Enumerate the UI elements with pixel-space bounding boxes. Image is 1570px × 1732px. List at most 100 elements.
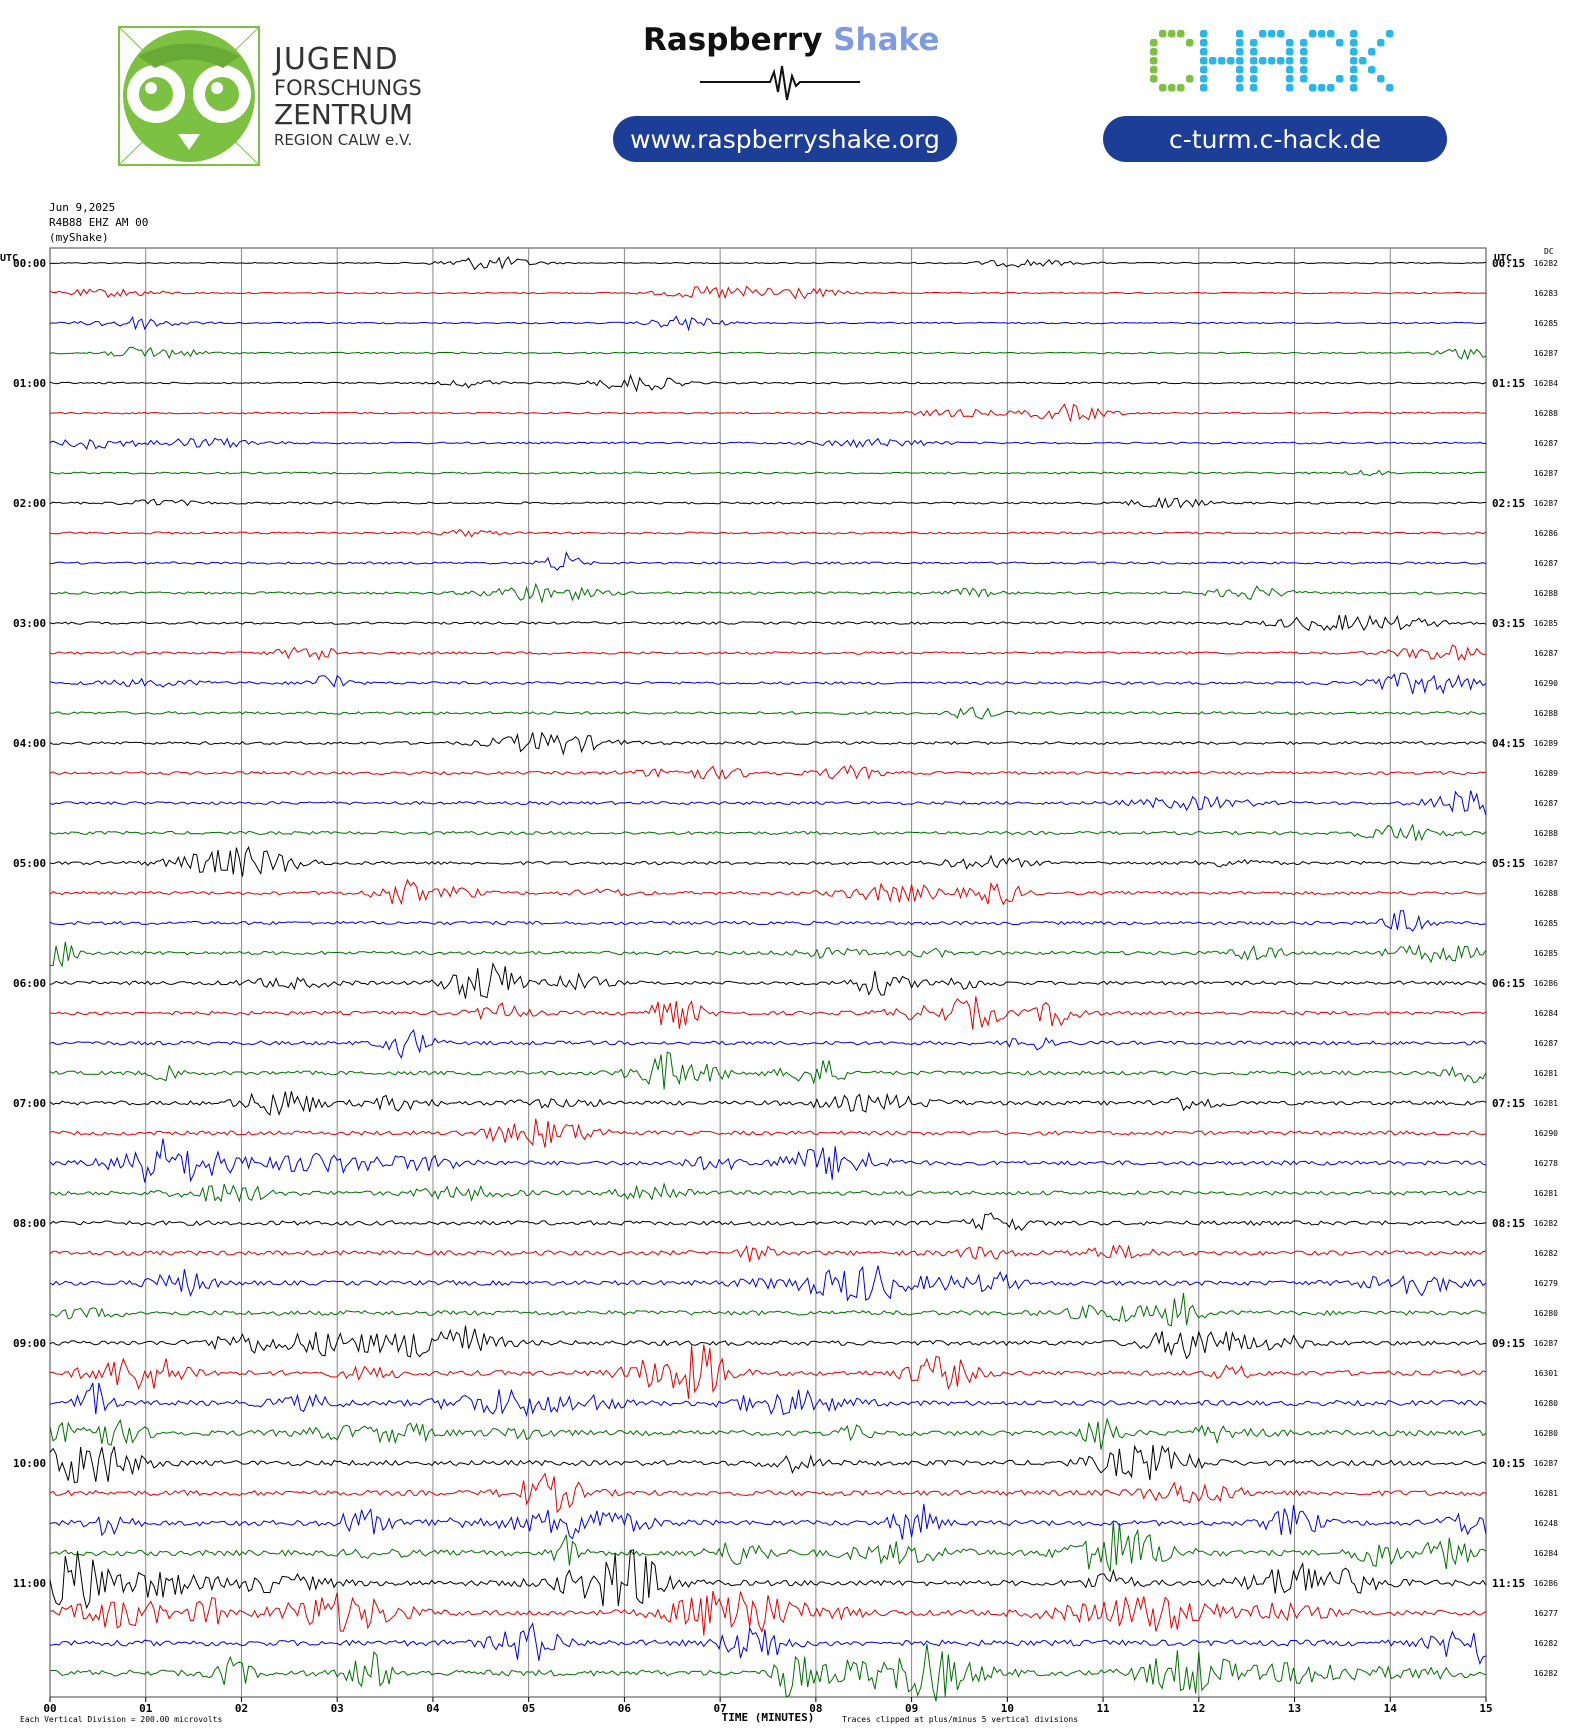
jfz-line2: FORSCHUNGS [274, 76, 422, 100]
hour-label-left: 01:00 [13, 377, 46, 390]
chack-logo-dot [1336, 75, 1344, 83]
seismic-trace [49, 845, 1487, 877]
chack-logo-dot [1327, 84, 1335, 92]
header: JUGEND FORSCHUNGS ZENTRUM REGION CALW e.… [0, 0, 1570, 190]
dc-value: 16285 [1534, 949, 1558, 958]
hour-label-right: 00:15 [1492, 257, 1525, 270]
dc-value: 16287 [1534, 799, 1558, 808]
chack-logo-dot [1336, 39, 1344, 47]
x-tick-label: 15 [1479, 1702, 1492, 1715]
seismic-trace [49, 878, 1487, 906]
chack-logo-dot [1300, 66, 1308, 74]
seismic-trace [49, 614, 1487, 632]
seismogram-squiggle-icon [700, 65, 860, 101]
dc-value: 16287 [1534, 1459, 1558, 1468]
dc-value: 16282 [1534, 259, 1558, 268]
chack-logo-dot [1186, 39, 1194, 47]
chack-logo-dot [1350, 39, 1358, 47]
chack-logo-dot [1309, 30, 1317, 38]
chack-logo-dot [1300, 57, 1308, 65]
axis-labels: 16282 16283 16285 16287 16284 16288 16287 16287… [0, 247, 1558, 1724]
hour-label-right: 07:15 [1492, 1097, 1525, 1110]
dc-value: 16287 [1534, 859, 1558, 868]
dc-value: 16287 [1534, 349, 1558, 358]
chack-logo-dot [1277, 30, 1285, 38]
chack-logo-dot [1177, 30, 1185, 38]
dc-value: 16278 [1534, 1159, 1558, 1168]
seismic-trace [49, 1325, 1487, 1360]
dc-value: 16285 [1534, 319, 1558, 328]
hour-label-left: 08:00 [13, 1217, 46, 1230]
x-tick-label: 06 [618, 1702, 632, 1715]
chack-logo-dot [1286, 66, 1294, 74]
dc-value: 16301 [1534, 1369, 1558, 1378]
jfz-owl-logo [118, 26, 260, 166]
chack-logo-dot [1200, 75, 1208, 83]
seismic-trace [49, 1503, 1487, 1540]
dc-value: 16287 [1534, 559, 1558, 568]
seismic-trace [49, 961, 1487, 999]
chack-logo-dot [1168, 84, 1176, 92]
dc-value: 16285 [1534, 919, 1558, 928]
raspberry-shake-title: Raspberry Shake [643, 22, 939, 58]
chack-logo-dot [1350, 30, 1358, 38]
dc-value: 16287 [1534, 1339, 1558, 1348]
chack-logo-dot [1159, 30, 1167, 38]
seismic-trace [49, 1118, 1487, 1148]
chack-logo-dot [1227, 57, 1235, 65]
x-tick-label: 04 [426, 1702, 440, 1715]
dc-value: 16277 [1534, 1609, 1558, 1618]
chack-logo-dot [1377, 39, 1385, 47]
dc-value: 16281 [1534, 1069, 1558, 1078]
hour-label-left: 02:00 [13, 497, 46, 510]
dc-value: 16282 [1534, 1219, 1558, 1228]
jfz-line1: JUGEND [274, 42, 399, 77]
chack-logo-dot [1159, 84, 1167, 92]
chack-logo-dot [1150, 39, 1158, 47]
chack-logo-dot [1250, 84, 1258, 92]
seismic-trace [49, 1293, 1487, 1327]
chack-logo-dot [1236, 39, 1244, 47]
chack-logo-dot [1259, 30, 1267, 38]
seismic-trace [49, 403, 1487, 422]
chack-logo-dot [1350, 66, 1358, 74]
seismic-trace [49, 1549, 1487, 1610]
seismic-trace [49, 582, 1487, 604]
chack-logo-dot [1286, 84, 1294, 92]
source-label: (myShake) [49, 231, 109, 244]
x-tick-label: 03 [331, 1702, 344, 1715]
dc-value: 16287 [1534, 649, 1558, 658]
footer-clip-note: Traces clipped at plus/minus 5 vertical … [842, 1715, 1078, 1724]
x-axis-title: TIME (MINUTES) [722, 1711, 815, 1724]
x-tick-label: 13 [1288, 1702, 1301, 1715]
hour-label-left: 03:00 [13, 617, 46, 630]
chack-logo-dot [1268, 30, 1276, 38]
chack-logo-dot [1259, 57, 1267, 65]
hour-label-right: 03:15 [1492, 617, 1525, 630]
dc-value: 16282 [1534, 1639, 1558, 1648]
chack-logo-dot [1209, 57, 1217, 65]
seismic-trace [49, 1590, 1487, 1636]
chack-logo-dot [1200, 57, 1208, 65]
hour-label-right: 09:15 [1492, 1337, 1525, 1350]
hour-label-left: 00:00 [13, 257, 46, 270]
plot-frame [49, 247, 1487, 1698]
footer-scale-note: Each Vertical Division = 200.00 microvol… [20, 1715, 222, 1724]
chack-logo-dot [1250, 75, 1258, 83]
chack-dot-logo [1150, 30, 1394, 92]
chack-logo-dot [1386, 84, 1394, 92]
hour-label-right: 05:15 [1492, 857, 1525, 870]
seismic-trace [49, 1138, 1487, 1183]
chack-logo-dot [1168, 30, 1176, 38]
chack-logo-dot [1200, 48, 1208, 56]
chack-logo-dot [1236, 75, 1244, 83]
raspberry-shake-url[interactable]: www.raspberryshake.org [613, 116, 957, 162]
chack-logo-dot [1177, 84, 1185, 92]
chack-logo-dot [1286, 39, 1294, 47]
hour-label-left: 09:00 [13, 1337, 46, 1350]
chack-url[interactable]: c-turm.c-hack.de [1103, 116, 1447, 162]
hour-label-left: 10:00 [13, 1457, 46, 1470]
dc-value: 16287 [1534, 439, 1558, 448]
chack-logo-dot [1250, 57, 1258, 65]
chack-logo-dot [1236, 57, 1244, 65]
